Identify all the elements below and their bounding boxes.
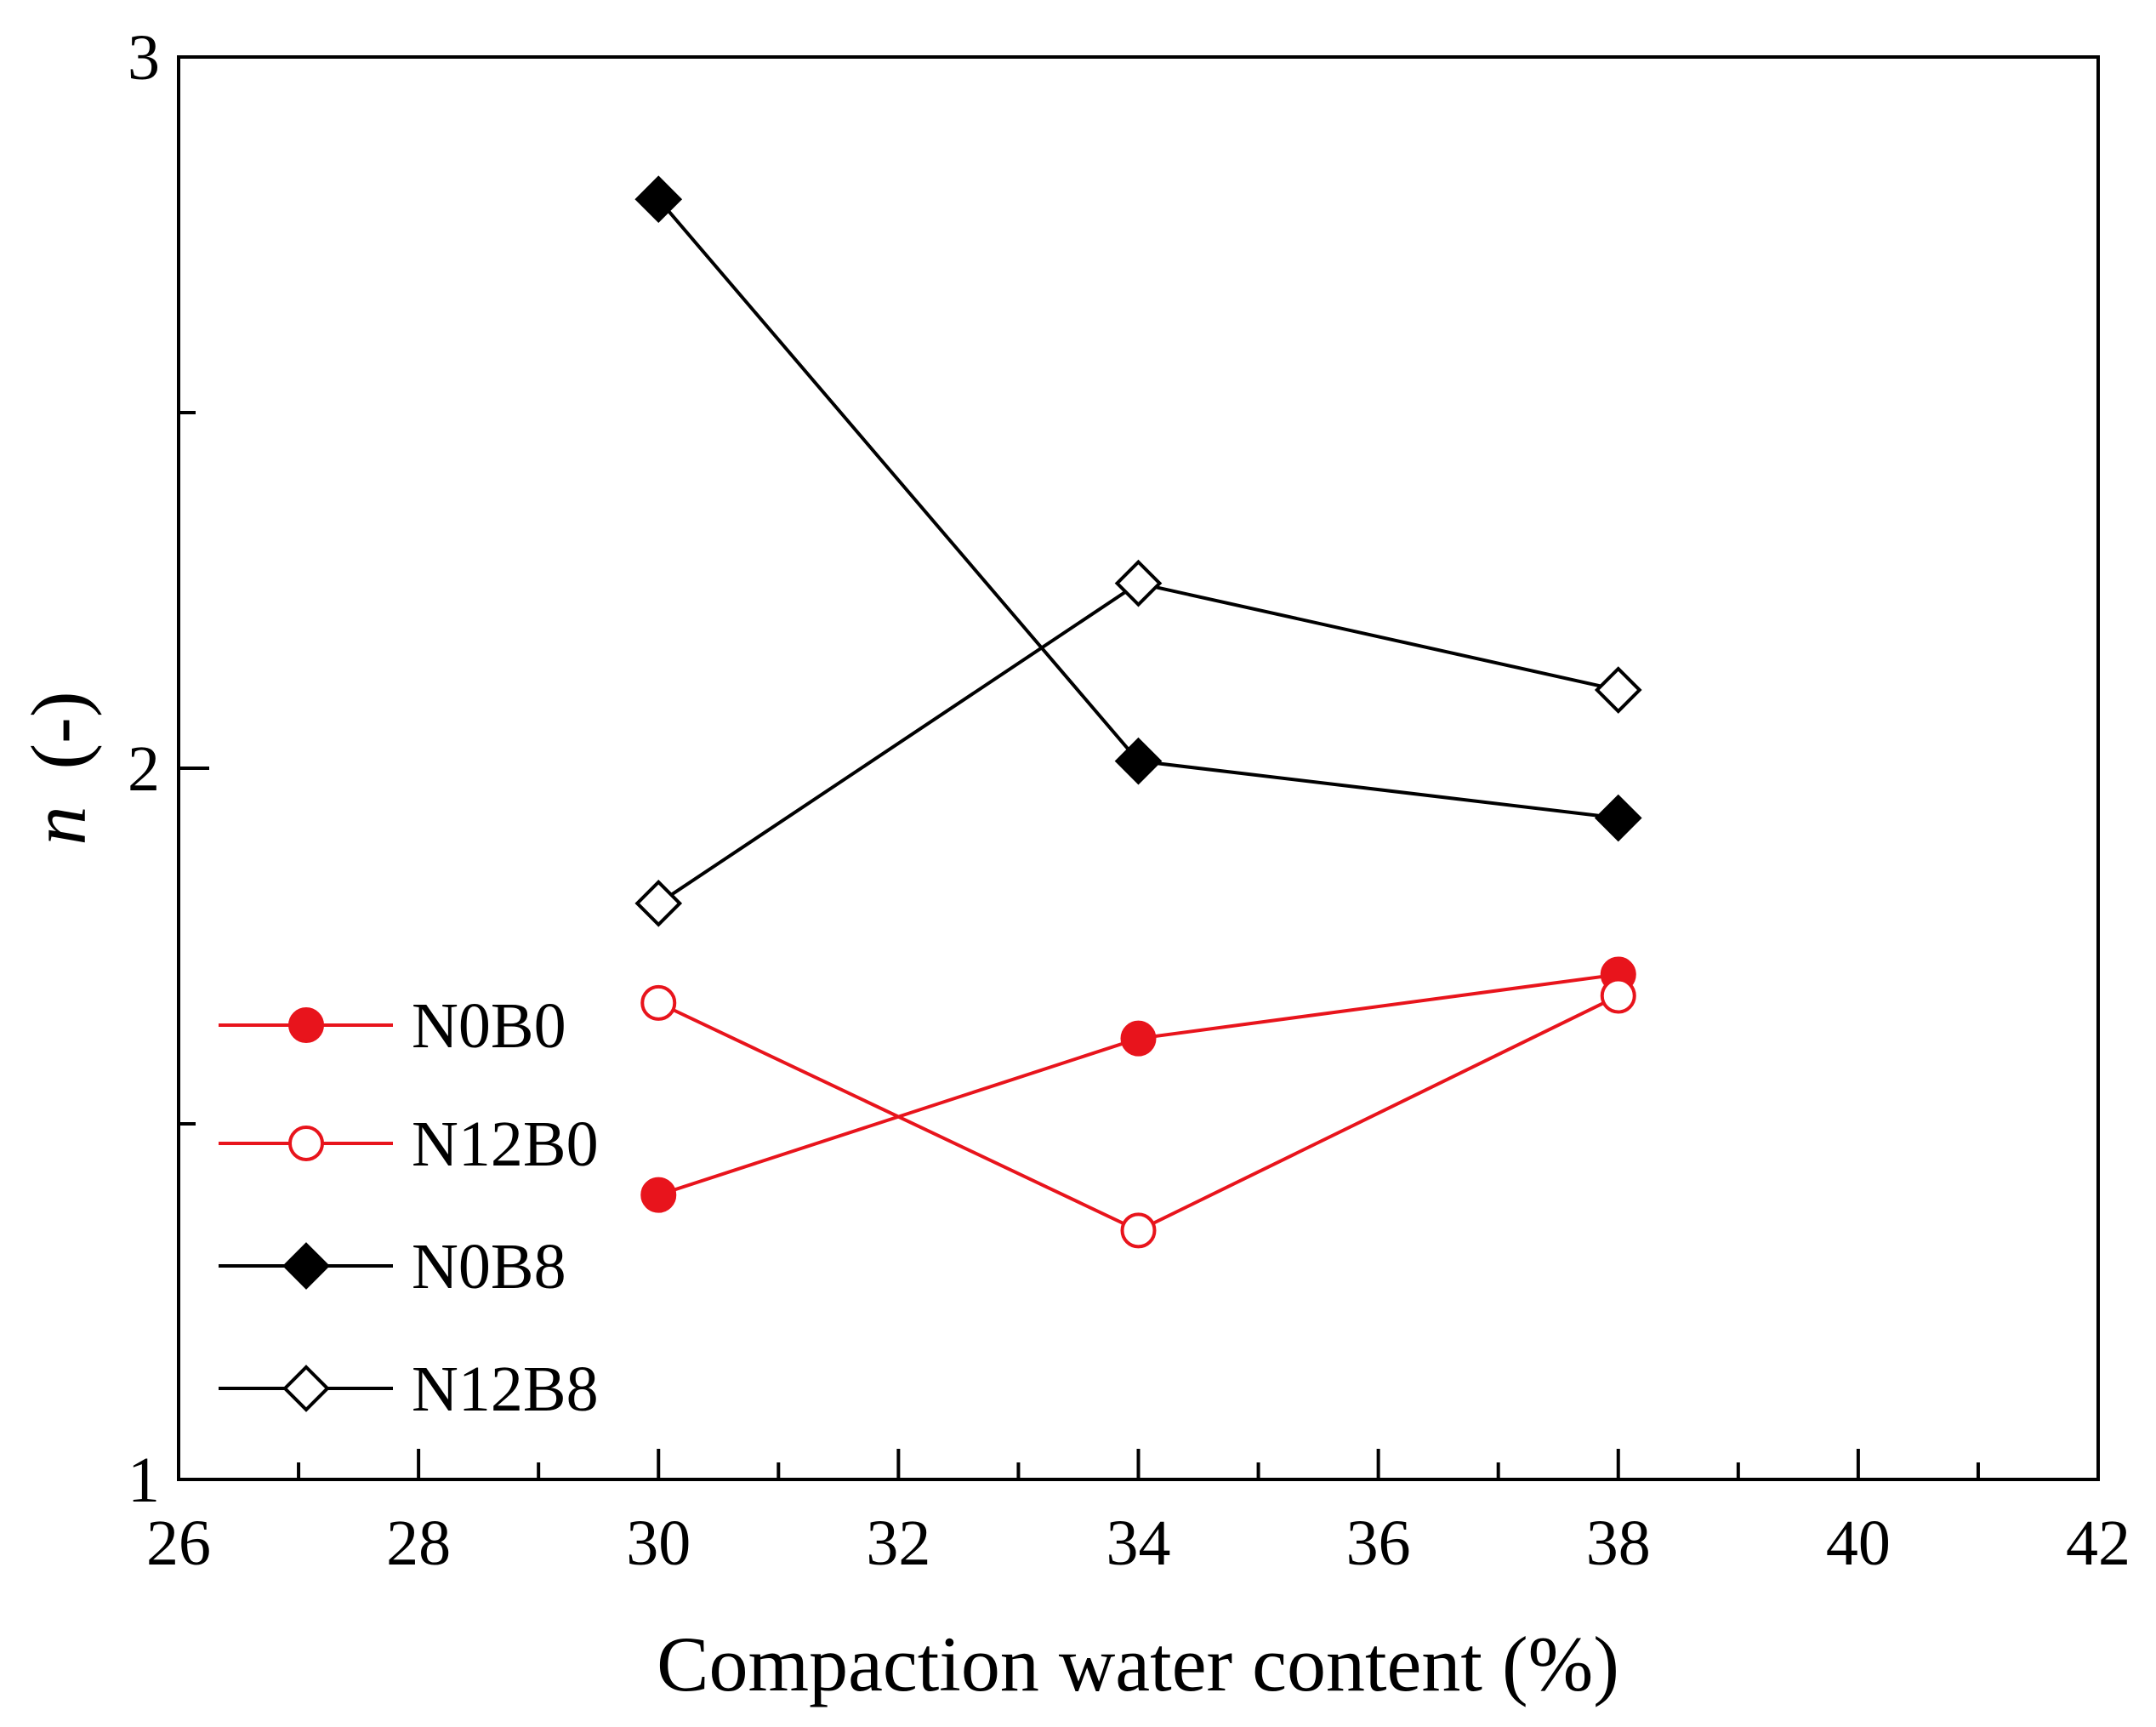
data-point-n0b8 — [634, 175, 683, 224]
legend-entry-n0b8: N0B8 — [219, 1231, 566, 1302]
legend-entry-n0b0: N0B0 — [219, 990, 566, 1062]
y-axis-symbol: n — [15, 806, 102, 845]
legend: N0B0 N12B0 N0B8 N12B8 — [219, 990, 599, 1425]
x-tick-label: 30 — [626, 1508, 691, 1579]
data-point-n0b8 — [1114, 737, 1163, 785]
y-tick-label: 2 — [128, 733, 160, 805]
x-tick-label: 36 — [1346, 1508, 1411, 1579]
axis-ticks — [177, 55, 2100, 1481]
data-point-n12b8 — [1594, 666, 1642, 714]
svg-text:n (-): n (-) — [15, 692, 102, 846]
y-tick-label: 1 — [128, 1445, 160, 1516]
series-n0b0 — [640, 956, 1636, 1213]
legend-marker — [282, 1242, 330, 1290]
data-point-n12b8 — [634, 880, 683, 927]
legend-marker — [288, 1007, 324, 1043]
legend-label: N12B8 — [412, 1354, 599, 1425]
legend-marker — [288, 1126, 324, 1161]
x-tick-label: 42 — [2066, 1508, 2130, 1579]
data-point-n12b0 — [640, 984, 677, 1021]
legend-label: N12B0 — [412, 1109, 599, 1180]
x-tick-label: 38 — [1586, 1508, 1651, 1579]
legend-label: N0B0 — [412, 990, 566, 1062]
series-line-n0b8 — [657, 197, 1618, 820]
data-point-n12b0 — [1600, 977, 1636, 1014]
y-tick-label: 3 — [128, 22, 160, 94]
x-tick-label: 26 — [146, 1508, 211, 1579]
series-n12b0 — [640, 977, 1636, 1249]
data-point-n0b8 — [1594, 794, 1642, 842]
x-axis-title: Compaction water content (%) — [657, 1621, 1619, 1707]
series-line-n0b0 — [657, 972, 1619, 1197]
y-axis-title: n (-) — [15, 692, 102, 846]
x-tick-label: 28 — [386, 1508, 451, 1579]
data-point-n12b0 — [1120, 1212, 1157, 1249]
series-n12b8 — [634, 559, 1642, 927]
legend-entry-n12b0: N12B0 — [219, 1109, 599, 1180]
legend-marker — [282, 1365, 330, 1412]
y-axis-unit: (-) — [15, 692, 102, 770]
x-tick-label: 40 — [1826, 1508, 1891, 1579]
axis-tick-labels: 26 28 30 32 34 36 38 40 42 1 2 3 — [128, 22, 2130, 1579]
data-point-n0b0 — [1120, 1020, 1157, 1057]
legend-entry-n12b8: N12B8 — [219, 1354, 599, 1425]
x-tick-label: 32 — [866, 1508, 930, 1579]
x-tick-label: 34 — [1106, 1508, 1171, 1579]
series-layer — [634, 175, 1642, 1249]
series-n0b8 — [634, 175, 1642, 842]
data-point-n0b0 — [640, 1177, 677, 1213]
legend-label: N0B8 — [412, 1231, 566, 1302]
data-point-n12b8 — [1114, 559, 1163, 607]
